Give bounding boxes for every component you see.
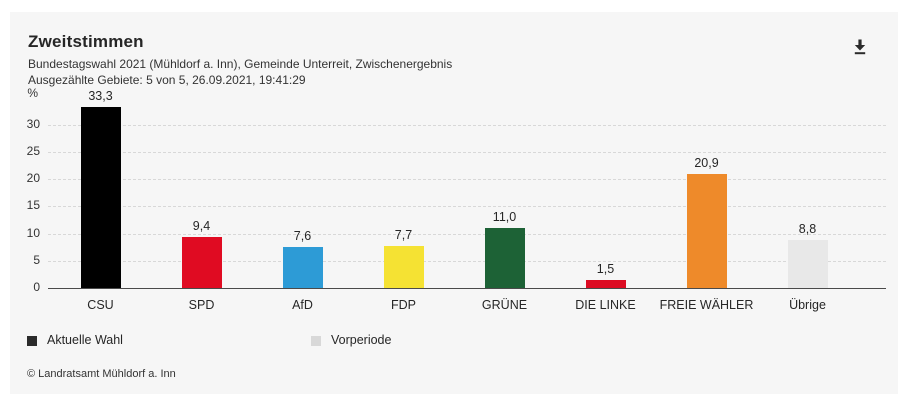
gridline-10: [48, 233, 886, 235]
legend-label-previous: Vorperiode: [331, 333, 392, 347]
y-tick-label-30: 30: [26, 116, 40, 131]
value-label-die-linke: 1,5: [596, 262, 615, 276]
gridline-20: [48, 179, 886, 181]
bar-spd[interactable]: [181, 237, 222, 288]
value-label-afd: 7,6: [293, 229, 312, 243]
y-axis-unit-label: %: [27, 86, 38, 100]
bar-grüne[interactable]: [484, 228, 525, 288]
y-tick-label-0: 0: [33, 280, 40, 294]
bar-freie-wähler[interactable]: [686, 174, 727, 288]
y-tick-label-15: 15: [26, 198, 40, 213]
value-label-fdp: 7,7: [394, 228, 413, 242]
bar-fdp[interactable]: [383, 246, 424, 288]
y-tick-label-20: 20: [26, 171, 40, 186]
value-label-spd: 9,4: [192, 219, 211, 233]
page-title: Zweitstimmen: [28, 32, 144, 51]
copyright-text: © Landratsamt Mühldorf a. Inn: [27, 368, 176, 380]
bar-afd[interactable]: [282, 247, 323, 288]
gridline-30: [48, 124, 886, 126]
legend-swatch-current-icon: [27, 335, 37, 346]
bar-übrige[interactable]: [787, 240, 828, 288]
gridline-5: [48, 260, 886, 262]
plot-area: 33,3 CSU 9,4 SPD 7,6 AfD 7,7 FDP 11,0 GRÜNE 1,5 DIE…: [48, 89, 886, 312]
x-axis-label-afd: AfD: [292, 298, 313, 312]
x-axis-label-die-linke: DIE LINKE: [575, 298, 636, 312]
value-label-csu: 33,3: [88, 89, 113, 103]
legend-item-current: Aktuelle Wahl: [27, 334, 123, 347]
value-label-grüne: 11,0: [492, 210, 517, 224]
bar-csu[interactable]: [80, 107, 121, 288]
y-tick-label-25: 25: [26, 144, 40, 158]
y-tick-label-10: 10: [26, 225, 40, 240]
bar-die-linke[interactable]: [585, 280, 626, 288]
gridline-15: [48, 206, 886, 208]
chart-header: Zweitstimmen Bundestagswahl 2021 (Mühldo…: [28, 32, 452, 88]
legend-swatch-previous-icon: [311, 335, 321, 346]
legend-item-previous: Vorperiode: [311, 334, 391, 347]
x-axis-label-fdp: FDP: [391, 298, 416, 312]
value-label-übrige: 8,8: [798, 222, 817, 236]
x-axis-label-übrige: Übrige: [789, 298, 826, 312]
x-axis-label-csu: CSU: [87, 298, 114, 312]
x-axis-label-spd: SPD: [188, 298, 215, 312]
gridline-25: [48, 152, 886, 153]
chart-subtitle: Bundestagswahl 2021 (Mühldorf a. Inn), G…: [28, 57, 453, 71]
download-button[interactable]: [848, 36, 872, 60]
value-label-freie-wähler: 20,9: [694, 156, 719, 170]
y-tick-label-5: 5: [33, 252, 40, 267]
chart-status-line: Ausgezählte Gebiete: 5 von 5, 26.09.2021…: [28, 73, 306, 87]
chart-card: Zweitstimmen Bundestagswahl 2021 (Mühldo…: [10, 12, 898, 394]
download-icon: [854, 39, 866, 54]
legend-label-current: Aktuelle Wahl: [47, 333, 123, 347]
x-axis-label-freie-wähler: FREIE WÄHLER: [659, 298, 754, 312]
chart-legend: Aktuelle Wahl Vorperiode: [27, 334, 627, 348]
x-axis-label-grüne: GRÜNE: [481, 298, 528, 312]
